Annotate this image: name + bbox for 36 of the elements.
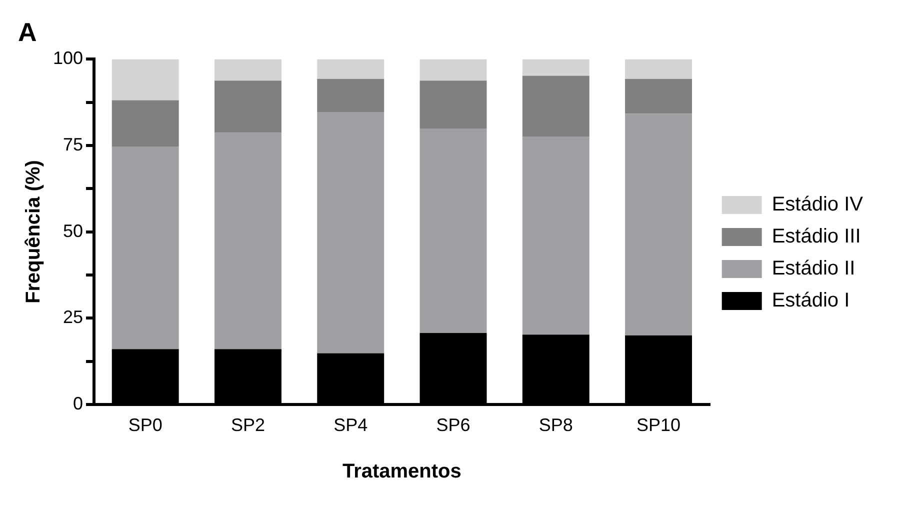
y-tick-label: 100 (52, 48, 84, 68)
x-tick-label: SP6 (436, 415, 470, 436)
bar (317, 59, 384, 79)
bar (420, 59, 487, 81)
bar (112, 59, 179, 100)
legend-label: Estádio III (772, 226, 861, 248)
bar (625, 78, 692, 114)
bar (112, 146, 179, 350)
legend-label: Estádio I (772, 290, 850, 312)
chart-title: A (18, 16, 37, 47)
x-tick-label: SP2 (230, 415, 265, 436)
x-axis-title: Tratamentos (342, 460, 462, 483)
y-tick-label: 0 (73, 393, 84, 414)
bar (317, 112, 384, 354)
bar (214, 132, 282, 350)
x-tick-label: SP0 (128, 415, 162, 436)
y-axis-title: Frequência (%) (22, 160, 45, 304)
y-tick-label: 50 (63, 220, 84, 241)
y-tick-label: 75 (63, 134, 84, 154)
bar (214, 59, 282, 81)
bar (214, 80, 282, 133)
bar (522, 76, 590, 137)
legend-label: Estádio II (772, 258, 856, 280)
bar (317, 78, 384, 112)
x-tick-label: SP4 (334, 415, 368, 436)
x-tick-label: SP10 (636, 415, 681, 436)
bar (522, 59, 590, 76)
bar (112, 100, 179, 147)
bar (625, 59, 692, 79)
bar (420, 128, 487, 333)
legend-label: Estádio IV (772, 194, 864, 216)
y-tick-label: 25 (63, 307, 84, 328)
bar (522, 136, 590, 335)
bar (420, 80, 487, 129)
x-tick-label: SP8 (538, 415, 573, 436)
bar (625, 114, 692, 336)
